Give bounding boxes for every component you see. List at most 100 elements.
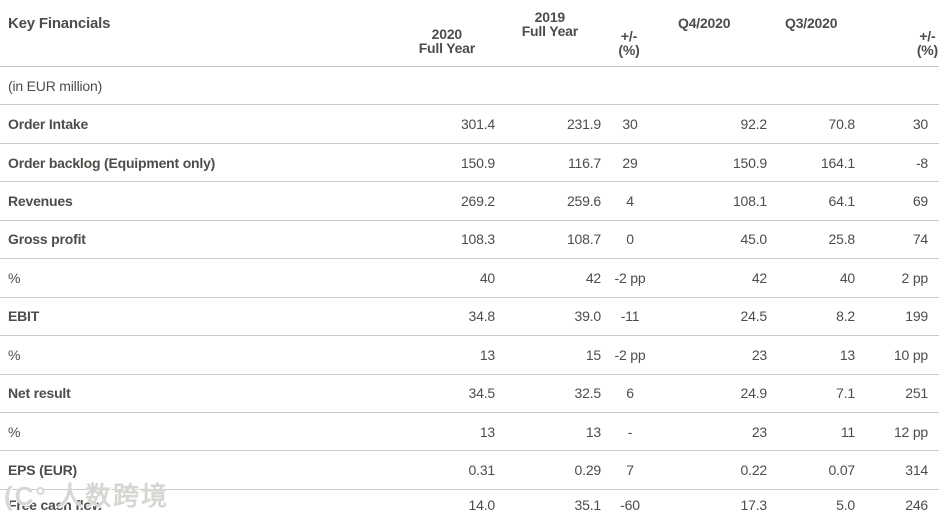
cell-q3-2020: 13 [839,346,855,363]
cell-q4-2020: 23 [751,346,767,363]
cell-change-fullyear-pct: 29 [622,154,638,171]
cell-2019-full-year: 32.5 [574,385,602,402]
cell-2020-full-year: 13 [479,423,495,440]
cell-change-quarter-pct: 30 [912,116,928,133]
table-header-row: Key Financials 2020 Full Year 2019 Full … [0,0,939,67]
row-label: Net result [8,385,71,402]
cell-2019-full-year: 108.7 [566,231,601,248]
cell-change-quarter-pct: 69 [912,193,928,210]
cell-change-fullyear-pct: -11 [620,308,640,325]
cell-change-quarter-pct: 251 [905,385,928,402]
column-header-line1: Q4/2020 [678,15,731,31]
table-row: Order Intake 301.4 231.9 30 92.2 70.8 30 [0,105,939,144]
cell-change-quarter-pct: 199 [905,308,928,325]
cell-2020-full-year: 40 [479,269,495,286]
column-header-line1: 2020 [431,26,463,42]
cell-q4-2020: 17.3 [740,496,768,513]
table-row: (in EUR million) [0,67,939,106]
row-label: Revenues [8,193,73,210]
cell-q3-2020: 5.0 [836,496,855,513]
cell-2019-full-year: 116.7 [568,154,601,171]
cell-q3-2020: 11 [840,423,855,440]
cell-2019-full-year: 231.9 [566,116,601,133]
column-header-line2: (%) [916,42,938,58]
cell-change-quarter-pct: 74 [912,231,928,248]
row-label: Order Intake [8,116,89,133]
column-header-change-quarter-pct: +/- (%) [917,29,938,57]
row-label: Order backlog (Equipment only) [8,154,216,171]
cell-2020-full-year: 108.3 [460,231,495,248]
table-row: EPS (EUR) 0.31 0.29 7 0.22 0.07 314 [0,451,939,490]
cell-change-quarter-pct: 314 [905,462,928,479]
cell-2020-full-year: 14.0 [468,496,496,513]
cell-2019-full-year: 0.29 [574,462,602,479]
row-label: % [8,269,21,286]
cell-2019-full-year: 35.1 [574,496,602,513]
table-row: Order backlog (Equipment only) 150.9 116… [0,144,939,183]
cell-q3-2020: 40 [839,269,855,286]
page-title: Key Financials [8,15,111,32]
cell-change-fullyear-pct: -2 pp [614,269,646,286]
column-header-line1: +/- [620,28,638,44]
table-row: Net result 34.5 32.5 6 24.9 7.1 251 [0,375,939,413]
row-label: Gross profit [8,231,86,248]
cell-2019-full-year: 15 [585,346,601,363]
column-header-2020-full-year: 2020 Full Year [418,26,476,56]
cell-2020-full-year: 301.4 [460,116,495,133]
table-row: Revenues 269.2 259.6 4 108.1 64.1 69 [0,182,939,221]
cell-q4-2020: 24.9 [740,385,768,402]
column-header-line1: Q3/2020 [785,15,838,31]
cell-q3-2020: 0.07 [828,462,856,479]
cell-q4-2020: 45.0 [740,231,768,248]
cell-change-quarter-pct: 2 pp [901,269,929,286]
cell-change-fullyear-pct: 4 [626,193,634,210]
cell-q4-2020: 23 [751,423,767,440]
cell-change-quarter-pct: 10 pp [893,346,928,363]
cell-change-quarter-pct: 12 pp [893,423,928,440]
cell-2020-full-year: 0.31 [468,462,496,479]
cell-change-quarter-pct: -8 [915,154,928,171]
column-header-change-fullyear-pct: +/- (%) [618,29,639,57]
cell-q3-2020: 8.2 [836,308,855,325]
table-row: Gross profit 108.3 108.7 0 45.0 25.8 74 [0,221,939,260]
cell-2019-full-year: 13 [585,423,601,440]
row-label: EPS (EUR) [8,462,77,479]
cell-change-fullyear-pct: 7 [626,462,634,479]
cell-2020-full-year: 34.5 [468,385,496,402]
row-label: % [8,346,21,363]
cell-change-fullyear-pct: - [627,423,633,440]
table-row: % 13 15 -2 pp 23 13 10 pp [0,336,939,375]
cell-2020-full-year: 150.9 [460,154,495,171]
cell-q4-2020: 92.2 [740,116,768,133]
cell-q3-2020: 64.1 [828,193,856,210]
cell-q3-2020: 7.1 [836,385,855,402]
cell-q4-2020: 108.1 [732,193,767,210]
cell-2019-full-year: 42 [585,269,601,286]
table-row: % 40 42 -2 pp 42 40 2 pp [0,259,939,298]
column-header-line1: +/- [919,28,936,44]
table-body: (in EUR million) Order Intake 301.4 231.… [0,67,939,519]
cell-q4-2020: 24.5 [740,308,768,325]
cell-q3-2020: 164.1 [820,154,855,171]
cell-q4-2020: 42 [751,269,767,286]
cell-change-fullyear-pct: -60 [620,496,640,513]
row-label: % [8,423,21,440]
cell-2020-full-year: 13 [479,346,495,363]
cell-q3-2020: 70.8 [828,116,856,133]
cell-2019-full-year: 39.0 [574,308,602,325]
column-header-q3-2020: Q3/2020 [785,15,838,31]
cell-q4-2020: 150.9 [732,154,767,171]
cell-change-fullyear-pct: -2 pp [614,346,646,363]
cell-2020-full-year: 34.8 [468,308,496,325]
cell-change-fullyear-pct: 30 [622,116,638,133]
cell-change-quarter-pct: 246 [905,496,928,513]
table-row: EBIT 34.8 39.0 -11 24.5 8.2 199 [0,298,939,337]
column-header-line2: Full Year [521,23,579,39]
column-header-line1: 2019 [534,9,566,25]
row-label: Free cash flow [8,496,103,513]
column-header-line2: (%) [618,42,640,58]
column-header-line2: Full Year [418,40,476,56]
cell-change-fullyear-pct: 0 [626,231,634,248]
table-row: Free cash flow 14.0 35.1 -60 17.3 5.0 24… [0,490,939,519]
